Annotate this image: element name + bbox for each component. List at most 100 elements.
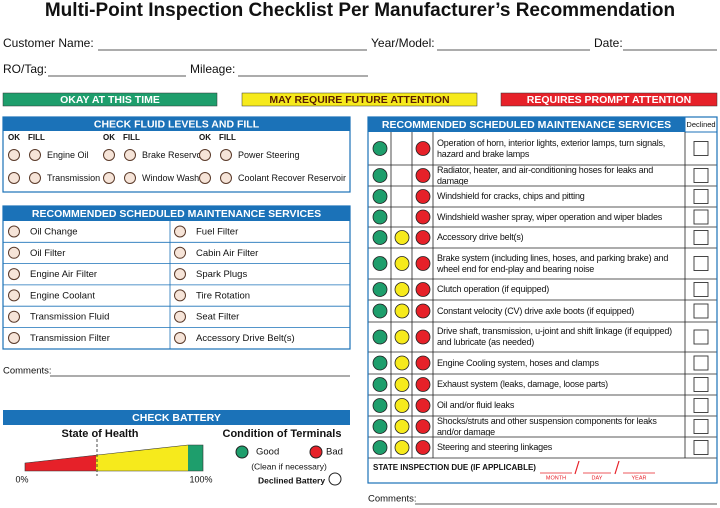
- maint-item: Transmission Fluid: [30, 312, 109, 323]
- check-circle: [8, 246, 20, 259]
- check-circle: [8, 289, 20, 302]
- col-head: OK: [103, 133, 115, 142]
- declined-box: [693, 189, 709, 204]
- rule: [574, 460, 580, 475]
- check-circle: [8, 268, 20, 281]
- declined-battery: Declined Battery: [258, 475, 325, 485]
- check-circle: [8, 225, 20, 238]
- status-circle: [394, 329, 410, 345]
- check-circle: [8, 149, 20, 161]
- check-circle: [103, 149, 115, 161]
- check-circle: [174, 268, 186, 281]
- col-head: OK: [199, 133, 211, 142]
- state-inspection: STATE INSPECTION DUE (IF APPLICABLE): [373, 463, 536, 472]
- declined-box: [693, 329, 709, 345]
- service-item: Operation of horn, interior lights, exte…: [437, 137, 666, 159]
- status-circle: [372, 355, 388, 371]
- service-text: Operation of horn, interior lights, exte…: [437, 137, 666, 159]
- status-circle: [415, 398, 431, 413]
- services-box: [367, 116, 718, 484]
- maint-item: Oil Change: [30, 227, 78, 238]
- soh-gauge: [24, 444, 204, 472]
- maint-title: RECOMMENDED SCHEDULED MAINTENANCE SERVIC…: [32, 208, 321, 220]
- declined-box: [693, 440, 709, 455]
- service-item: Oil and/or fluid leaks: [437, 400, 515, 410]
- status-circle: [415, 230, 431, 245]
- declined-box: [693, 256, 709, 271]
- service-text: Radiator, heater, and air-conditioning h…: [437, 166, 654, 185]
- service-item: Radiator, heater, and air-conditioning h…: [437, 166, 654, 185]
- service-text: Accessory drive belt(s): [437, 232, 524, 242]
- status-circle: [415, 329, 431, 345]
- services-title-bar: [368, 117, 685, 132]
- service-item: Steering and steering linkages: [437, 442, 553, 452]
- declined-box: [693, 377, 709, 392]
- maint-item: Fuel Filter: [196, 227, 238, 238]
- check-circle: [220, 149, 232, 161]
- terminals-label: Condition of Terminals: [223, 428, 342, 440]
- service-text: Steering and steering linkages: [437, 442, 553, 452]
- declined-box: [693, 303, 709, 319]
- service-item: Windshield for cracks, chips and pitting: [437, 191, 585, 201]
- check-circle: [220, 172, 232, 184]
- battery-title: CHECK BATTERY: [132, 412, 221, 424]
- declined-circle: [328, 472, 342, 486]
- status-circle: [415, 168, 431, 183]
- service-text: Engine Cooling system, hoses and clamps: [437, 357, 599, 368]
- status-circle: [372, 282, 388, 297]
- title: Multi-Point Inspection Checklist Per Man…: [45, 0, 675, 21]
- status-circle: [372, 377, 388, 392]
- service-item: Shocks/struts and other suspension compo…: [437, 417, 657, 436]
- field-label: RO/Tag:: [3, 62, 47, 76]
- status-circle: [415, 440, 431, 455]
- maint-title-bar: [3, 206, 350, 221]
- legend-label: REQUIRES PROMPT ATTENTION: [527, 94, 692, 106]
- service-item: Constant velocity (CV) drive axle boots …: [437, 306, 634, 316]
- status-circle: [372, 329, 388, 345]
- service-text: Oil and/or fluid leaks: [437, 400, 515, 410]
- legend-bar: [2, 92, 218, 107]
- service-text: Exhaust system (leaks, damage, loose par…: [437, 379, 608, 389]
- service-item: Drive shaft, transmission, u-joint and s…: [437, 326, 672, 347]
- status-circle: [372, 440, 388, 455]
- status-circle: [394, 230, 410, 245]
- maint-item: Cabin Air Filter: [196, 248, 258, 259]
- maint-item: Spark Plugs: [196, 269, 247, 280]
- good-label: Good: [256, 447, 279, 458]
- declined-box: [693, 141, 709, 156]
- service-item: Windshield washer spray, wiper operation…: [437, 211, 663, 222]
- check-circle: [124, 149, 136, 161]
- field-label: Year/Model:: [371, 36, 435, 50]
- declined-box: [693, 209, 709, 225]
- service-item: Brake system (including lines, hoses, an…: [437, 253, 668, 274]
- status-circle: [394, 419, 410, 434]
- fluid-item: Brake Reservoir: [142, 150, 207, 160]
- status-circle: [415, 282, 431, 297]
- services-title: RECOMMENDED SCHEDULED MAINTENANCE SERVIC…: [382, 119, 671, 131]
- check-circle: [199, 172, 211, 184]
- status-circle: [394, 355, 410, 371]
- check-circle: [29, 149, 41, 161]
- bad-circle: [309, 445, 323, 459]
- soh-max: 100%: [189, 474, 212, 484]
- service-item: Clutch operation (if equipped): [437, 284, 549, 294]
- check-circle: [199, 149, 211, 161]
- col-head: OK: [8, 133, 20, 142]
- check-circle: [29, 172, 41, 184]
- declined-box: [693, 355, 709, 371]
- status-circle: [415, 303, 431, 319]
- status-circle: [372, 189, 388, 204]
- check-circle: [103, 172, 115, 184]
- status-circle: [372, 209, 388, 225]
- check-circle: [174, 225, 186, 238]
- good-circle: [235, 445, 249, 459]
- check-circle: [8, 332, 20, 344]
- service-text: Windshield for cracks, chips and pitting: [437, 191, 585, 201]
- service-text: Windshield washer spray, wiper operation…: [437, 211, 663, 222]
- legend-label: MAY REQUIRE FUTURE ATTENTION: [269, 94, 449, 106]
- check-circle: [174, 246, 186, 259]
- soh-label: State of Health: [61, 428, 138, 440]
- check-circle: [174, 289, 186, 302]
- service-item: Engine Cooling system, hoses and clamps: [437, 357, 599, 368]
- status-circle: [394, 440, 410, 455]
